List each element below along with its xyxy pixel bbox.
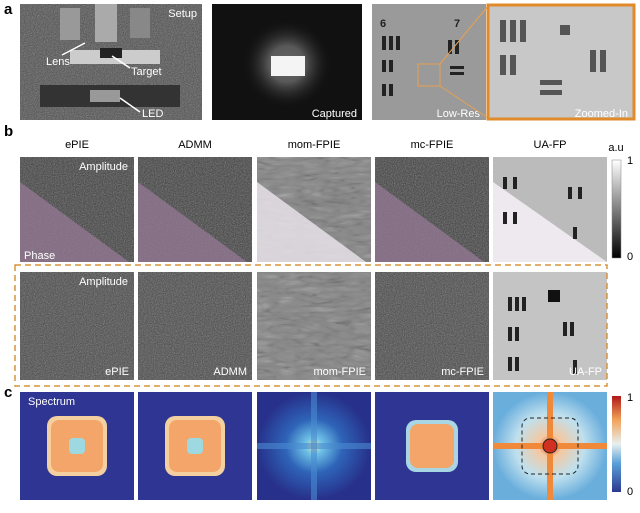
- panel-label: a: [4, 1, 13, 18]
- target-bar: [573, 227, 577, 239]
- colorbar-unit: a.u: [608, 142, 623, 154]
- target-bar: [513, 212, 517, 224]
- recon-texture: [375, 272, 489, 380]
- target-bar: [568, 187, 572, 199]
- spectrum-support: [410, 424, 454, 468]
- setup-photo: [20, 4, 202, 120]
- photo-label: Setup: [168, 8, 197, 20]
- target-bar: [513, 177, 517, 189]
- target-bar: [570, 322, 574, 336]
- image-label: Low-Res: [437, 108, 481, 120]
- recon-texture: [138, 272, 252, 380]
- target-bar: [515, 357, 519, 371]
- spectrum-center: [69, 438, 85, 454]
- photo-label: Lens: [46, 56, 70, 68]
- target-bar: [515, 297, 519, 311]
- target-bar: [508, 297, 512, 311]
- recon-texture: [20, 272, 134, 380]
- image-label: Captured: [312, 108, 357, 120]
- image-label: ADMM: [213, 366, 247, 378]
- colorbar: [611, 159, 622, 259]
- target-bar: [515, 327, 519, 341]
- phase-region: [257, 182, 366, 262]
- panel-label: c: [4, 384, 12, 401]
- phase-region: [138, 182, 247, 262]
- pupil-center: [542, 438, 558, 454]
- target-bar: [578, 187, 582, 199]
- image-label: mom-FPIE: [313, 366, 366, 378]
- target-square: [548, 290, 560, 302]
- target-bar: [503, 212, 507, 224]
- image-label: ePIE: [105, 366, 129, 378]
- colorbar-label: 1: [627, 392, 633, 404]
- spectrum-center: [187, 438, 203, 454]
- image-label: Amplitude: [79, 276, 128, 288]
- image-label: Spectrum: [28, 396, 75, 408]
- svg-text:6: 6: [380, 18, 386, 30]
- recon-texture: [257, 272, 371, 380]
- target-bar: [508, 357, 512, 371]
- svg-text:7: 7: [454, 18, 460, 30]
- colorbar-label: 0: [627, 486, 633, 498]
- target-bar: [503, 177, 507, 189]
- colorbar-label: 0: [627, 251, 633, 263]
- photo-label: LED: [142, 108, 163, 120]
- method-label: ePIE: [65, 139, 89, 151]
- target-bar: [573, 360, 577, 374]
- image-label: Phase: [24, 250, 55, 262]
- image-label: UA-FP: [569, 366, 602, 378]
- highlight-box: [14, 264, 608, 387]
- method-label: mc-FPIE: [411, 139, 454, 151]
- panel-label: b: [4, 123, 13, 140]
- captured-image: [212, 4, 362, 120]
- phase-region: [375, 182, 484, 262]
- method-label: ADMM: [178, 139, 212, 151]
- target-bar: [563, 322, 567, 336]
- pupil-box: [521, 417, 579, 475]
- method-label: UA-FP: [534, 139, 567, 151]
- colorbar: [612, 396, 621, 492]
- phase-region: [493, 182, 607, 262]
- photo-label: Target: [131, 66, 162, 78]
- spectrum-cross: [257, 443, 371, 449]
- target-bar: [508, 327, 512, 341]
- phase-region: [20, 182, 129, 262]
- colorbar-label: 1: [627, 155, 633, 167]
- image-label: Amplitude: [79, 161, 128, 173]
- target-bar: [522, 297, 526, 311]
- image-label: Zoomed-In: [575, 108, 628, 120]
- image-label: mc-FPIE: [441, 366, 484, 378]
- zoomed-image: [486, 3, 636, 121]
- method-label: mom-FPIE: [288, 139, 341, 151]
